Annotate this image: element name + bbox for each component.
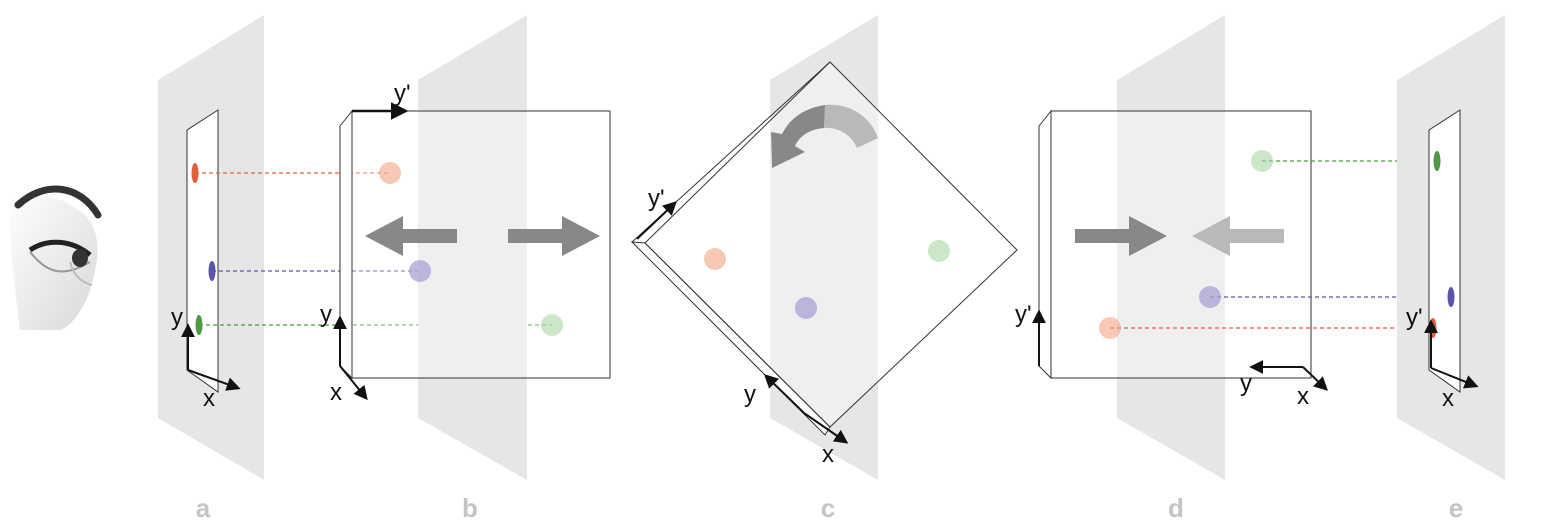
- panel-c: y' y x: [630, 15, 1018, 480]
- panel-b: y' y x: [320, 15, 611, 480]
- slab-c: [644, 61, 1018, 428]
- dot-orange-d: [1099, 317, 1121, 339]
- dot-orange-c: [704, 248, 726, 270]
- panel-label-d: d: [1168, 493, 1184, 523]
- slice-a: [186, 109, 219, 393]
- arrow-left-d: [1192, 216, 1284, 256]
- axis-label-x-d: x: [1297, 383, 1309, 410]
- axis-x-a: [187, 369, 241, 391]
- axis-label-x-e: x: [1442, 385, 1454, 412]
- dot-purple-b: [409, 260, 431, 282]
- panel-a: y x: [158, 15, 552, 480]
- axis-x-c: [803, 412, 849, 444]
- axis-label-y-c: y: [744, 381, 756, 408]
- panel-e: y' x: [1397, 15, 1505, 480]
- plane-d: [1117, 15, 1225, 480]
- marker-purple: [208, 261, 216, 281]
- panel-d: y' y x: [1015, 15, 1451, 480]
- panel-label-e: e: [1449, 493, 1463, 523]
- axis-x-d: [1302, 366, 1329, 391]
- axis-label-y-a: y: [171, 304, 183, 331]
- plane-b: [418, 15, 527, 480]
- panel-labels: a b c d e: [196, 493, 1463, 523]
- axis-label-x-b: x: [330, 379, 342, 406]
- rotate-counterclockwise-icon: [771, 104, 878, 168]
- dot-green-c: [928, 240, 950, 262]
- arrow-right-d: [1075, 216, 1167, 256]
- dot-purple-c: [795, 297, 817, 319]
- axis-label-yprime-d: y': [1015, 301, 1032, 328]
- axis-x-b: [339, 365, 368, 401]
- axis-label-y-d: y: [1240, 370, 1252, 397]
- dot-green-d: [1251, 150, 1273, 172]
- axis-y-c: [763, 374, 805, 414]
- marker-green-e: [1433, 151, 1441, 171]
- marker-orange: [191, 163, 199, 183]
- slab-d-side: [1038, 109, 1052, 380]
- axis-yprime-c: [636, 201, 678, 240]
- axis-label-yprime-c: y': [648, 185, 665, 212]
- panel-label-b: b: [462, 493, 478, 523]
- eye-icon: [8, 185, 102, 330]
- axis-label-yprime-b: y': [394, 80, 411, 107]
- arrow-right-b: [508, 216, 600, 256]
- axis-label-x-c: x: [822, 441, 834, 468]
- slice-e: [1428, 109, 1461, 393]
- arrow-left-b: [365, 216, 457, 256]
- axis-label-x-a: x: [203, 385, 215, 412]
- slab-b-side: [339, 109, 353, 380]
- dot-purple-d: [1199, 286, 1221, 308]
- marker-green: [195, 315, 203, 335]
- dot-green-b: [541, 314, 563, 336]
- slab-d: [1050, 110, 1312, 379]
- axis-label-yprime-e: y': [1406, 304, 1423, 331]
- panel-label-c: c: [821, 493, 835, 523]
- marker-purple-e: [1447, 287, 1455, 307]
- panel-label-a: a: [196, 493, 211, 523]
- dot-orange-b: [379, 162, 401, 184]
- axis-label-y-b: y: [320, 301, 332, 328]
- axis-x-e: [1430, 367, 1479, 389]
